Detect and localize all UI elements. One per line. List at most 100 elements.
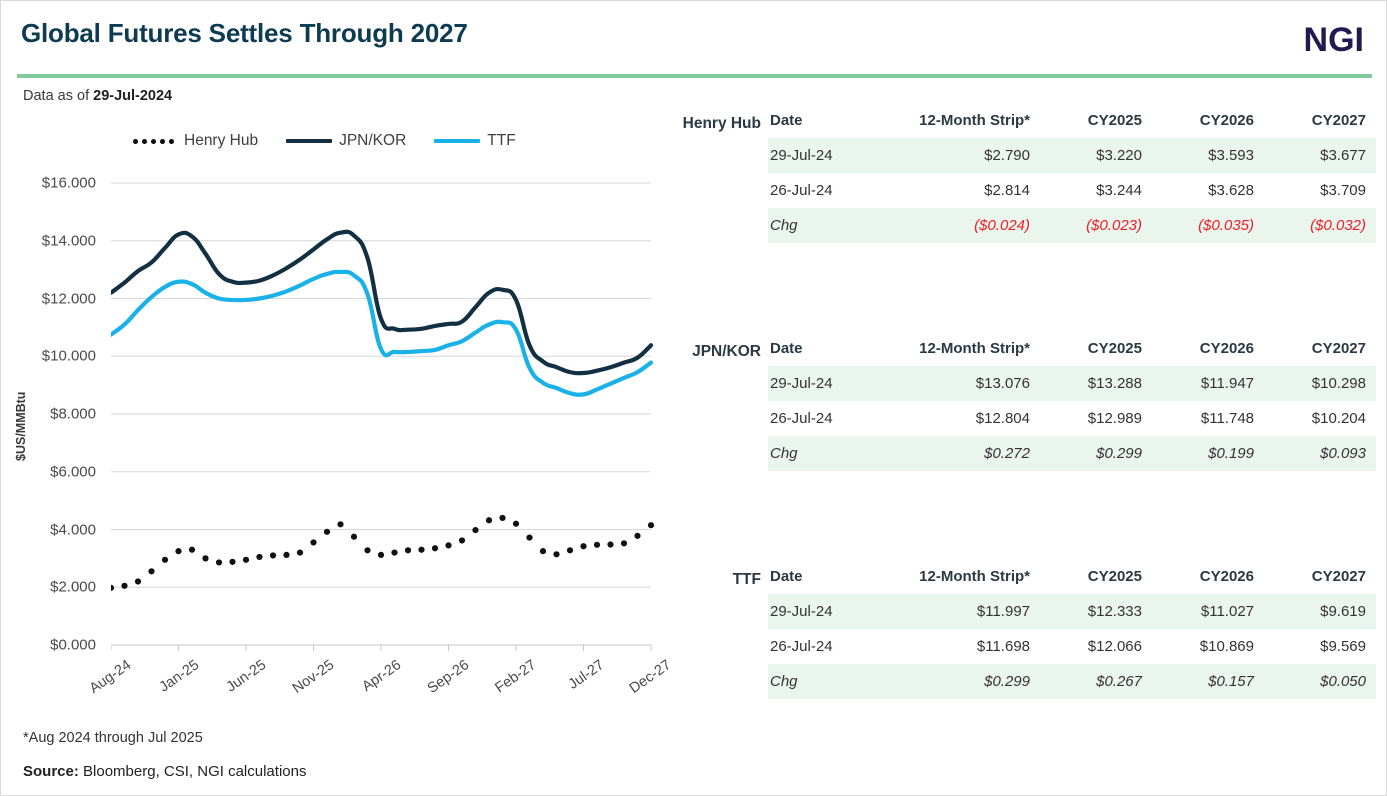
series-point-henry-hub <box>418 546 425 553</box>
column-header[interactable]: CY2025 <box>1087 112 1142 129</box>
table-row: Chg $0.299 $0.267 $0.157 $0.050 <box>768 664 1376 699</box>
series-point-henry-hub <box>269 552 277 559</box>
table-cell: $13.076 <box>900 366 1040 401</box>
y-tick-label: $12.000 <box>41 290 96 307</box>
series-point-henry-hub <box>296 549 304 556</box>
table-row: 29-Jul-24 $2.790 $3.220 $3.593 $3.677 <box>768 138 1376 173</box>
series-point-henry-hub <box>161 556 169 563</box>
column-header[interactable]: 12-Month Strip* <box>919 112 1030 129</box>
table-cell: ($0.023) <box>1040 208 1152 243</box>
table-cell: $0.299 <box>900 664 1040 699</box>
y-tick-label: $0.000 <box>50 636 96 654</box>
table-cell: $11.698 <box>976 638 1030 655</box>
table-cell: ($0.024) <box>900 208 1040 243</box>
table-cell: $2.790 <box>900 138 1040 173</box>
table-cell: $0.157 <box>1152 664 1264 699</box>
series-point-henry-hub <box>607 541 614 548</box>
column-header[interactable]: CY2026 <box>1199 340 1254 357</box>
series-point-henry-hub <box>620 540 628 547</box>
column-header[interactable]: CY2026 <box>1199 112 1254 129</box>
column-header[interactable]: CY2026 <box>1199 568 1254 585</box>
series-point-henry-hub <box>283 551 290 559</box>
series-point-henry-hub <box>391 549 398 556</box>
series-point-henry-hub <box>188 546 196 553</box>
dotted-line-swatch <box>131 138 177 144</box>
table-cell: $0.050 <box>1264 664 1376 699</box>
series-point-henry-hub <box>539 548 547 555</box>
series-point-henry-hub <box>175 548 182 555</box>
data-as-of: Data as of 29-Jul-2024 <box>23 88 172 104</box>
series-point-henry-hub <box>404 547 412 554</box>
column-header[interactable]: CY2027 <box>1311 340 1366 357</box>
row-label-change: Chg <box>768 436 900 471</box>
series-point-henry-hub <box>526 534 533 541</box>
table-cell: ($0.032) <box>1264 208 1376 243</box>
row-label-date: 29-Jul-24 <box>768 138 900 173</box>
row-label-date: 26-Jul-24 <box>770 182 833 199</box>
table-cell: $12.804 <box>975 410 1030 427</box>
table-row: Chg ($0.024) ($0.023) ($0.035) ($0.032) <box>768 208 1376 243</box>
as-of-date: 29-Jul-2024 <box>93 88 173 104</box>
series-point-henry-hub <box>134 578 142 585</box>
table-cell: $2.814 <box>984 182 1030 199</box>
table-cell: $10.869 <box>1199 638 1254 655</box>
y-tick-label: $4.000 <box>50 521 96 538</box>
series-point-henry-hub <box>310 539 317 546</box>
table-cell: $12.066 <box>1087 638 1142 655</box>
table-header-row: Date 12-Month Strip* CY2025 CY2026 CY2027 <box>768 563 1376 594</box>
series-point-henry-hub <box>566 547 574 554</box>
series-point-henry-hub <box>580 543 587 550</box>
column-header[interactable]: CY2025 <box>1087 340 1142 357</box>
legend-label: TTF <box>487 132 516 149</box>
series-point-henry-hub <box>377 551 385 559</box>
column-header[interactable]: 12-Month Strip* <box>919 340 1030 357</box>
legend-item-jpn-kor[interactable]: JPN/KOR <box>286 132 406 150</box>
row-label-date: 29-Jul-24 <box>768 366 900 401</box>
y-tick-label: $6.000 <box>50 463 96 481</box>
column-header[interactable]: Date <box>770 568 803 585</box>
table-cell: $0.199 <box>1152 436 1264 471</box>
series-point-henry-hub <box>485 517 493 524</box>
column-header[interactable]: CY2025 <box>1087 568 1142 585</box>
table-cell: $3.244 <box>1096 182 1142 199</box>
series-point-henry-hub <box>634 532 641 539</box>
series-point-henry-hub <box>121 582 128 589</box>
y-tick-label: $14.000 <box>41 232 96 250</box>
table-title: TTF <box>732 571 761 588</box>
table-title: JPN/KOR <box>692 343 761 360</box>
series-point-henry-hub <box>445 542 452 549</box>
data-table: Date 12-Month Strip* CY2025 CY2026 CY2027 29-… <box>768 563 1376 699</box>
legend-item-henry-hub[interactable]: Henry Hub <box>131 132 258 150</box>
column-header[interactable]: 12-Month Strip* <box>919 568 1030 585</box>
y-tick-label: $16.000 <box>41 174 96 192</box>
series-point-henry-hub <box>337 521 344 528</box>
column-header[interactable]: Date <box>770 340 803 357</box>
series-point-henry-hub <box>229 558 236 565</box>
table-cell: $11.947 <box>1152 366 1264 401</box>
solid-line-swatch <box>434 138 481 144</box>
table-cell: $0.299 <box>1040 436 1152 471</box>
table-cell: $0.267 <box>1040 664 1152 699</box>
source-label: Source: <box>23 763 79 780</box>
column-header[interactable]: CY2027 <box>1311 112 1366 129</box>
column-header[interactable]: CY2027 <box>1311 568 1366 585</box>
row-label-change: Chg <box>768 664 900 699</box>
source-text: Bloomberg, CSI, NGI calculations <box>83 763 307 780</box>
table-cell: $10.204 <box>1311 410 1366 427</box>
data-table: Date 12-Month Strip* CY2025 CY2026 CY2027 29-… <box>768 107 1376 243</box>
series-point-henry-hub <box>458 537 466 544</box>
table-cell: $0.093 <box>1264 436 1376 471</box>
series-point-henry-hub <box>215 559 223 566</box>
series-point-henry-hub <box>364 547 371 554</box>
series-point-henry-hub <box>472 526 479 534</box>
table-row: 26-Jul-24 $12.804 $12.989 $11.748 $10.204 <box>768 401 1376 436</box>
table-header-row: Date 12-Month Strip* CY2025 CY2026 CY2027 <box>768 107 1376 138</box>
legend-label: Henry Hub <box>184 132 259 149</box>
series-point-henry-hub <box>593 541 601 548</box>
column-header[interactable]: Date <box>770 112 803 129</box>
chart-plot <box>111 182 655 651</box>
table-cell: $11.027 <box>1152 594 1264 629</box>
legend-item-ttf[interactable]: TTF <box>434 132 516 150</box>
y-tick-label: $2.000 <box>50 578 96 596</box>
